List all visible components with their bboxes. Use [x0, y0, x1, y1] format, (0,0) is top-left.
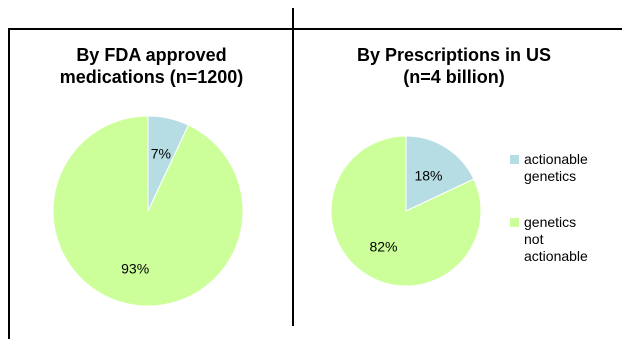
legend: actionable genetics genetics not actiona… — [510, 151, 622, 281]
legend-label-line: actionable — [524, 151, 588, 167]
legend-label-line: not — [524, 231, 544, 247]
pie-slice-not-actionable — [330, 135, 482, 287]
chart-title-prescriptions: By Prescriptions in US (n=4 billion) — [286, 44, 622, 88]
chart-title-line: (n=4 billion) — [403, 67, 505, 87]
frame-left-border — [8, 28, 10, 339]
frame-top-border — [8, 28, 622, 30]
chart-panel-fda: By FDA approved medications (n=1200) 7% 9… — [10, 30, 293, 330]
legend-label-line: genetics — [524, 214, 577, 230]
pie-label-actionable: 18% — [414, 168, 442, 184]
legend-label-line: genetics — [524, 168, 577, 184]
legend-item-actionable: actionable genetics — [510, 151, 620, 191]
chart-title-line: By FDA approved — [76, 45, 227, 65]
legend-label-actionable: actionable genetics — [524, 151, 624, 185]
legend-swatch-not-actionable — [510, 218, 519, 227]
chart-title-line: medications (n=1200) — [59, 67, 244, 87]
pie-label-not-actionable: 82% — [369, 238, 397, 254]
pie-chart-prescriptions: 18% 82% — [330, 135, 482, 287]
pie-chart-fda: 7% 93% — [52, 115, 244, 307]
legend-label-line: actionable — [524, 248, 588, 264]
pie-label-not-actionable: 93% — [121, 260, 149, 276]
frame-divider — [292, 8, 294, 326]
legend-item-not-actionable: genetics not actionable — [510, 214, 620, 270]
pie-label-actionable: 7% — [151, 146, 171, 162]
chart-title-line: By Prescriptions in US — [356, 45, 552, 65]
legend-label-not-actionable: genetics not actionable — [524, 214, 624, 265]
chart-title-fda: By FDA approved medications (n=1200) — [10, 44, 293, 88]
pie-slice-not-actionable — [52, 115, 244, 307]
chart-panel-prescriptions: By Prescriptions in US (n=4 billion) 18%… — [296, 30, 622, 330]
pie-slice-actionable — [405, 135, 475, 212]
legend-swatch-actionable — [510, 155, 519, 164]
